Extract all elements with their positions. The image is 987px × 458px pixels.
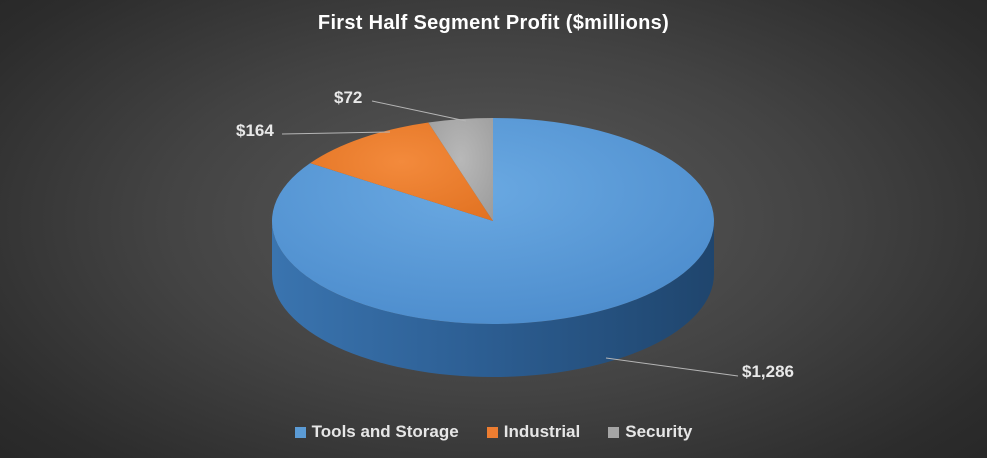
- legend-item-tools-and-storage[interactable]: Tools and Storage: [294, 422, 459, 442]
- legend-label-tools-and-storage: Tools and Storage: [311, 422, 459, 441]
- pie-slice-tools-and-storage[interactable]: [272, 118, 715, 324]
- pie-slice-industrial[interactable]: [310, 122, 493, 221]
- legend-label-industrial: Industrial: [503, 422, 581, 441]
- leader-line-tools-and-storage: [605, 357, 739, 377]
- legend-item-security[interactable]: Security: [608, 422, 692, 442]
- legend-swatch-tools-and-storage: [294, 426, 306, 438]
- legend-item-industrial[interactable]: Industrial: [486, 422, 581, 442]
- data-labels-group: $1,286 $164 $72: [236, 88, 794, 381]
- data-label-tools-and-storage: $1,286: [742, 362, 794, 381]
- pie-side-tools-and-storage: [272, 221, 714, 377]
- leader-line-industrial: [281, 131, 391, 135]
- legend-swatch-industrial: [486, 426, 498, 438]
- data-label-industrial: $164: [236, 121, 274, 140]
- legend: Tools and Storage Industrial Security: [0, 422, 987, 442]
- leader-line-security: [371, 100, 467, 122]
- pie-top-group: [272, 118, 715, 324]
- data-label-security: $72: [334, 88, 362, 107]
- pie-slice-security[interactable]: [428, 118, 493, 221]
- legend-swatch-security: [608, 426, 620, 438]
- legend-label-security: Security: [625, 422, 693, 441]
- leader-lines-group: [281, 100, 739, 377]
- pie-side-group: [272, 221, 714, 377]
- chart-title: First Half Segment Profit ($millions): [317, 12, 670, 34]
